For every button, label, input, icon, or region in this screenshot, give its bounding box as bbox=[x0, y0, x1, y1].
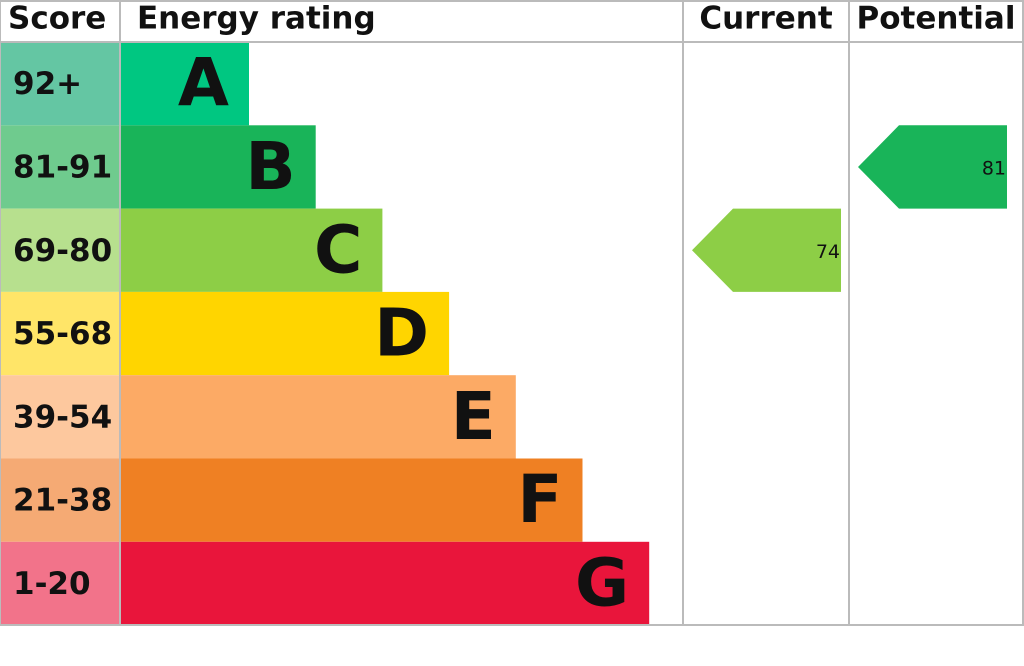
rating-letter: D bbox=[374, 295, 429, 372]
score-cell bbox=[0, 541, 120, 626]
score-label: 69-80 bbox=[13, 233, 112, 269]
rating-bar bbox=[120, 125, 316, 209]
score-label: 92+ bbox=[13, 66, 82, 102]
rating-bar bbox=[120, 291, 450, 376]
score-cell bbox=[0, 375, 120, 459]
potential-arrow bbox=[858, 125, 1007, 209]
rating-bar bbox=[120, 458, 583, 542]
rating-letter: F bbox=[517, 461, 562, 538]
header-potential: Potential bbox=[857, 1, 1016, 37]
current-value: 74 bbox=[816, 241, 840, 263]
rating-letter: B bbox=[245, 128, 295, 205]
score-cell bbox=[0, 125, 120, 209]
score-cell bbox=[0, 291, 120, 376]
potential-value: 81 bbox=[982, 157, 1006, 179]
rating-letter: C bbox=[314, 211, 362, 288]
score-label: 39-54 bbox=[13, 399, 112, 435]
header-score: Score bbox=[8, 1, 106, 37]
score-cell bbox=[0, 208, 120, 292]
rating-letter: E bbox=[451, 378, 496, 455]
score-cell bbox=[0, 42, 120, 126]
score-cell bbox=[0, 458, 120, 542]
header-current: Current bbox=[699, 1, 832, 37]
rating-bar bbox=[120, 42, 249, 126]
rating-bar bbox=[120, 541, 650, 626]
rating-letter: G bbox=[575, 545, 629, 622]
rating-letter: A bbox=[178, 45, 229, 122]
score-label: 21-38 bbox=[13, 483, 112, 519]
header-rating: Energy rating bbox=[137, 1, 376, 37]
score-label: 81-91 bbox=[13, 149, 112, 185]
current-arrow bbox=[692, 208, 841, 292]
rating-bar bbox=[120, 208, 383, 292]
score-label: 55-68 bbox=[13, 316, 112, 352]
rating-bar bbox=[120, 375, 516, 459]
score-label: 1-20 bbox=[13, 566, 91, 602]
